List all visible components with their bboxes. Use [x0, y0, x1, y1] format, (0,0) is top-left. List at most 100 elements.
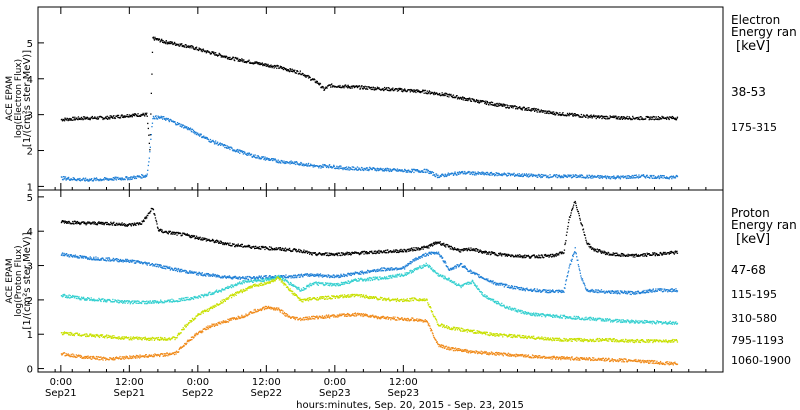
- data-point: [214, 241, 216, 243]
- data-point: [312, 274, 314, 276]
- data-point: [600, 252, 603, 254]
- data-point: [234, 246, 236, 248]
- data-point: [114, 223, 116, 226]
- data-point: [559, 177, 561, 179]
- data-point: [129, 116, 131, 118]
- data-point: [585, 288, 587, 290]
- data-point: [259, 63, 261, 66]
- data-point: [493, 252, 496, 254]
- data-point: [384, 168, 386, 170]
- data-point: [393, 268, 395, 270]
- data-point: [566, 112, 569, 115]
- data-point: [405, 171, 407, 173]
- data-point: [587, 242, 590, 245]
- data-point: [553, 113, 555, 115]
- data-point: [368, 169, 370, 172]
- data-point: [614, 291, 616, 294]
- data-point: [502, 103, 504, 105]
- data-point: [161, 117, 163, 119]
- data-point: [557, 290, 559, 292]
- data-point: [467, 99, 469, 102]
- data-point: [396, 90, 399, 92]
- data-point: [252, 62, 254, 64]
- data-point: [387, 89, 389, 91]
- data-point: [367, 253, 369, 255]
- data-point: [110, 221, 112, 223]
- data-point: [591, 175, 593, 177]
- data-point: [160, 116, 162, 119]
- data-point: [273, 158, 275, 160]
- data-point: [461, 171, 463, 174]
- data-point: [525, 288, 528, 290]
- data-point: [148, 161, 150, 163]
- data-point: [202, 275, 204, 277]
- data-point: [514, 105, 516, 107]
- data-point: [519, 254, 521, 256]
- data-point: [197, 274, 199, 276]
- data-point: [574, 175, 576, 177]
- data-point: [186, 271, 188, 273]
- data-point: [169, 42, 171, 45]
- data-point: [452, 266, 455, 269]
- data-point: [338, 86, 341, 88]
- data-point: [458, 173, 460, 175]
- data-point: [555, 176, 557, 178]
- data-point: [427, 170, 429, 172]
- data-point: [407, 263, 409, 265]
- data-point: [386, 268, 388, 271]
- data-point: [646, 115, 648, 118]
- data-point: [452, 174, 455, 176]
- data-point: [236, 150, 238, 152]
- data-point: [653, 119, 655, 121]
- data-point: [288, 249, 290, 251]
- data-point: [106, 115, 108, 117]
- data-point: [343, 167, 346, 169]
- data-point: [604, 175, 607, 177]
- data-point: [80, 223, 82, 225]
- data-point: [95, 256, 97, 258]
- data-point: [658, 117, 661, 119]
- data-point: [78, 118, 81, 120]
- data-point: [561, 291, 563, 293]
- data-point: [624, 292, 627, 295]
- data-point: [507, 174, 510, 176]
- data-point: [329, 252, 331, 255]
- data-point: [352, 169, 354, 171]
- data-point: [380, 251, 383, 253]
- data-point: [577, 114, 579, 116]
- data-point: [628, 291, 630, 294]
- data-point: [674, 250, 677, 252]
- data-point: [520, 174, 522, 176]
- data-point: [594, 175, 596, 177]
- data-point: [588, 245, 590, 248]
- data-point: [201, 273, 203, 275]
- data-point: [217, 276, 219, 278]
- series-proton-310-580: [60, 262, 679, 325]
- data-point: [496, 174, 498, 177]
- data-point: [450, 267, 452, 269]
- data-point: [244, 245, 246, 247]
- data-point: [98, 222, 101, 225]
- data-point: [317, 274, 319, 277]
- data-point: [275, 161, 277, 163]
- data-point: [259, 156, 261, 159]
- data-point: [216, 54, 218, 56]
- data-point: [612, 115, 614, 117]
- data-point: [265, 158, 268, 161]
- data-point: [595, 289, 597, 291]
- data-point: [175, 44, 177, 46]
- data-point: [170, 41, 172, 43]
- data-point: [77, 255, 79, 258]
- data-point: [216, 239, 218, 242]
- data-point: [62, 119, 64, 121]
- data-point: [174, 269, 177, 272]
- data-point: [557, 112, 559, 114]
- data-point: [417, 247, 420, 249]
- data-point: [122, 302, 124, 304]
- data-point: [113, 179, 115, 181]
- data-point: [112, 257, 114, 260]
- data-point: [298, 273, 300, 276]
- data-point: [381, 168, 383, 171]
- data-point: [363, 87, 365, 89]
- data-point: [645, 118, 647, 120]
